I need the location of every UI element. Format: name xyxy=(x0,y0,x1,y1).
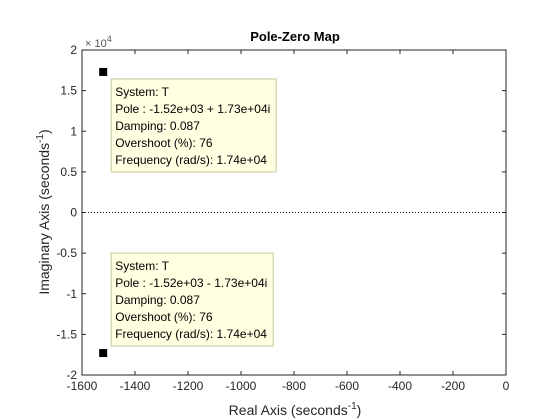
x-axis-label-sup: -1 xyxy=(348,401,357,412)
datatip-box xyxy=(110,78,277,173)
x-tick-label: -800 xyxy=(282,379,306,393)
datatip-line: Damping: 0.087 xyxy=(115,119,200,133)
datatip-line: Damping: 0.087 xyxy=(115,293,200,307)
x-tick-label: -1400 xyxy=(120,379,151,393)
y-axis-label: Imaginary Axis (seconds-1) xyxy=(35,129,52,294)
x-tick-label: -1600 xyxy=(67,379,98,393)
data-marks xyxy=(99,67,108,358)
y-tick-label: -2 xyxy=(66,368,77,382)
y-tick-label: 1 xyxy=(70,124,77,138)
x-axis-label: Real Axis (seconds-1) xyxy=(229,401,362,418)
datatip-box xyxy=(110,252,274,347)
datatip-2: System: T Pole : -1.52e+03 - 1.73e+04i Dam… xyxy=(110,252,274,347)
datatip-line: Frequency (rad/s): 1.74e+04 xyxy=(115,327,267,341)
datatip-line: System: T xyxy=(115,85,169,99)
x-tick-label: -1200 xyxy=(173,379,204,393)
y-tick-label: 2 xyxy=(70,43,77,57)
chart-title: Pole-Zero Map xyxy=(250,29,340,44)
y-axis-label-sup: -1 xyxy=(35,134,46,143)
y-tick-label: -0.5 xyxy=(56,246,77,260)
y-exponent-power: 4 xyxy=(107,34,112,44)
y-tick-label: 0 xyxy=(70,206,77,220)
y-exponent-label: × 104 xyxy=(85,34,112,50)
y-tick-label: 1.5 xyxy=(60,84,77,98)
y-tick-label: -1 xyxy=(66,287,77,301)
pole-marker xyxy=(99,349,108,358)
datatip-line: Pole : -1.52e+03 + 1.73e+04i xyxy=(115,102,270,116)
x-axis-label-end: ) xyxy=(357,402,362,418)
x-tick-label: -600 xyxy=(335,379,359,393)
tick-labels: -1600 -1400 -1200 -1000 -800 -600 -400 -200 0 -2 -… xyxy=(56,43,509,393)
datatip-line: Overshoot (%): 76 xyxy=(115,136,213,150)
y-axis-label-text: Imaginary Axis (seconds xyxy=(36,143,52,295)
x-tick-label: -200 xyxy=(441,379,465,393)
x-tick-label: -400 xyxy=(388,379,412,393)
y-tick-label: 0.5 xyxy=(60,165,77,179)
datatip-line: System: T xyxy=(115,259,169,273)
datatip-line: Pole : -1.52e+03 - 1.73e+04i xyxy=(115,276,267,290)
y-tick-label: -1.5 xyxy=(56,327,77,341)
datatip-1: System: T Pole : -1.52e+03 + 1.73e+04i Dam… xyxy=(110,78,277,173)
x-axis-label-text: Real Axis (seconds xyxy=(229,402,348,418)
y-exponent-base: × 10 xyxy=(85,38,107,50)
x-tick-label: -1000 xyxy=(226,379,257,393)
x-tick-label: 0 xyxy=(503,379,510,393)
pole-marker xyxy=(99,67,108,76)
datatip-line: Frequency (rad/s): 1.74e+04 xyxy=(115,153,267,167)
y-axis-label-end: ) xyxy=(36,129,52,134)
datatips: System: T Pole : -1.52e+03 + 1.73e+04i Dam… xyxy=(110,78,277,347)
datatip-line: Overshoot (%): 76 xyxy=(115,310,213,324)
